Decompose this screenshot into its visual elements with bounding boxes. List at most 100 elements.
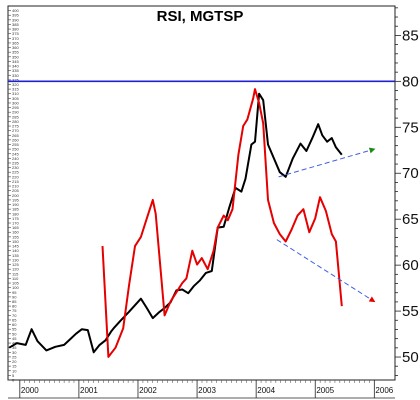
left-tick-label: 110 — [12, 276, 19, 281]
left-tick-label: 55 — [12, 327, 17, 332]
left-tick-label: 295 — [12, 105, 19, 110]
left-tick-label: 120 — [12, 267, 19, 272]
left-tick-label: 330 — [12, 73, 19, 78]
left-tick-label: 25 — [12, 354, 17, 359]
right-tick-label: 65 — [402, 211, 419, 228]
left-tick-label: 150 — [12, 239, 19, 244]
left-tick-label: 220 — [12, 174, 19, 179]
left-tick-label: 50 — [12, 331, 17, 336]
left-tick-label: 400 — [12, 8, 19, 13]
left-tick-label: 365 — [12, 40, 19, 45]
left-tick-label: 175 — [12, 216, 19, 221]
left-tick-label: 335 — [12, 68, 19, 73]
series-layer — [8, 88, 343, 358]
left-tick-label: 60 — [12, 322, 17, 327]
left-tick-label: 0 — [12, 378, 15, 383]
plot-frame — [7, 5, 396, 381]
left-tick-label: 210 — [12, 184, 19, 189]
right-tick-label: 70 — [402, 165, 419, 182]
left-tick-label: 70 — [12, 313, 17, 318]
left-tick-label: 315 — [12, 87, 19, 92]
right-tick-label: 85 — [402, 27, 419, 44]
right-tick-label: 50 — [402, 349, 419, 366]
left-tick-label: 105 — [12, 281, 19, 286]
left-tick-label: 240 — [12, 156, 19, 161]
left-tick-label: 305 — [12, 96, 19, 101]
left-tick-label: 155 — [12, 234, 19, 239]
left-tick-label: 370 — [12, 36, 19, 41]
left-tick-label: 45 — [12, 336, 17, 341]
left-tick-label: 290 — [12, 110, 19, 115]
left-tick-label: 140 — [12, 248, 19, 253]
left-tick-label: 265 — [12, 133, 19, 138]
left-tick-label: 35 — [12, 345, 17, 350]
left-tick-label: 285 — [12, 114, 19, 119]
x-tick-label: 2004 — [257, 386, 275, 395]
right-tick-label: 55 — [402, 303, 419, 320]
left-tick-label: 300 — [12, 100, 19, 105]
left-tick-label: 170 — [12, 221, 19, 226]
left-tick-label: 380 — [12, 27, 19, 32]
left-tick-label: 280 — [12, 119, 19, 124]
upper-trend-line — [278, 147, 376, 178]
left-tick-label: 160 — [12, 230, 19, 235]
left-tick-label: 15 — [12, 364, 17, 369]
chart-title: RSI, MGTSP — [157, 8, 244, 25]
left-tick-label: 10 — [12, 368, 17, 373]
left-tick-label: 115 — [12, 271, 19, 276]
left-tick-label: 350 — [12, 54, 19, 59]
rsi-series-line — [101, 88, 343, 358]
x-tick-label: 2001 — [80, 386, 98, 395]
left-tick-label: 320 — [12, 82, 19, 87]
left-tick-label: 80 — [12, 304, 17, 309]
left-tick-label: 385 — [12, 22, 19, 27]
left-tick-label: 355 — [12, 50, 19, 55]
left-tick-label: 235 — [12, 160, 19, 165]
left-tick-label: 20 — [12, 359, 17, 364]
left-tick-label: 85 — [12, 299, 17, 304]
left-tick-label: 145 — [12, 244, 19, 249]
left-tick-label: 100 — [12, 285, 19, 290]
left-tick-label: 130 — [12, 257, 19, 262]
left-tick-label: 225 — [12, 170, 19, 175]
left-tick-label: 340 — [12, 64, 19, 69]
x-tick-label: 2005 — [316, 386, 334, 395]
annotation-layer — [8, 80, 395, 303]
left-tick-label: 165 — [12, 225, 19, 230]
lower-trend-line — [276, 239, 376, 303]
x-tick-label: 2006 — [375, 386, 393, 395]
left-tick-label: 195 — [12, 197, 19, 202]
x-tick-label: 2002 — [139, 386, 157, 395]
left-tick-label: 345 — [12, 59, 19, 64]
left-tick-label: 185 — [12, 207, 19, 212]
left-tick-label: 275 — [12, 124, 19, 129]
price-series-line — [8, 92, 343, 354]
left-tick-label: 395 — [12, 13, 19, 18]
left-tick-label: 200 — [12, 193, 19, 198]
left-tick-label: 95 — [12, 290, 17, 295]
left-tick-label: 310 — [12, 91, 19, 96]
left-tick-label: 65 — [12, 317, 17, 322]
left-tick-label: 180 — [12, 211, 19, 216]
x-tick-label: 2000 — [21, 386, 39, 395]
left-tick-label: 375 — [12, 31, 19, 36]
left-tick-label: 250 — [12, 147, 19, 152]
x-tick-label: 2003 — [198, 386, 216, 395]
left-tick-label: 360 — [12, 45, 19, 50]
left-tick-label: 5 — [12, 373, 15, 378]
right-tick-label: 75 — [402, 119, 419, 136]
left-tick-label: 75 — [12, 308, 17, 313]
left-tick-label: 190 — [12, 202, 19, 207]
left-tick-label: 205 — [12, 188, 19, 193]
left-tick-label: 90 — [12, 294, 17, 299]
left-tick-label: 215 — [12, 179, 19, 184]
right-tick-label: 80 — [402, 73, 419, 90]
left-tick-label: 125 — [12, 262, 19, 267]
left-tick-label: 270 — [12, 128, 19, 133]
left-tick-label: 135 — [12, 253, 19, 258]
left-tick-label: 325 — [12, 77, 19, 82]
left-tick-label: 260 — [12, 137, 19, 142]
left-tick-label: 390 — [12, 17, 19, 22]
